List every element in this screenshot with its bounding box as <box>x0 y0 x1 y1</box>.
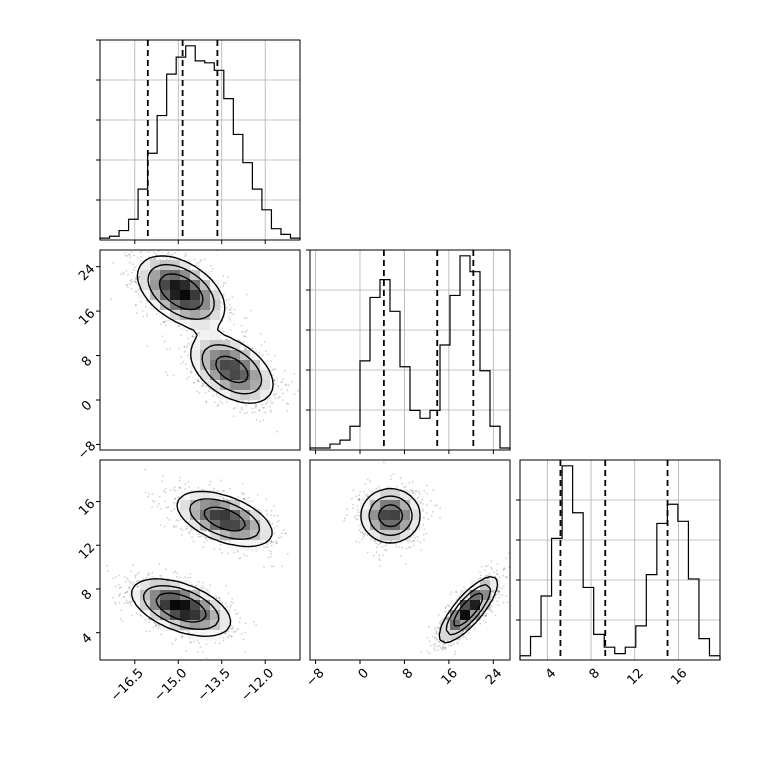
hist-panel-1 <box>306 249 511 454</box>
joint-panel-2 <box>309 459 511 664</box>
contour-level-2 <box>155 506 247 623</box>
joint-panel-1 <box>96 459 301 664</box>
joint-axes-frame <box>99 459 301 661</box>
x-tick-label: 12 <box>624 666 646 688</box>
y-tick-label: 0 <box>79 398 95 414</box>
x-tick-label: 16 <box>668 666 690 688</box>
hist-axes-frame <box>309 249 511 451</box>
x-tick-label: −13.5 <box>195 666 234 705</box>
joint-plot-area <box>110 250 299 433</box>
contour-level-1 <box>147 263 263 395</box>
hist-axes-frame <box>519 459 721 661</box>
joint-panel-0 <box>96 249 301 451</box>
density-shading <box>360 490 501 641</box>
y-tick-label: 8 <box>79 354 95 370</box>
tick-labels: −16.5 −15.0 −13.5 −12.0 −8 0 8 16 24 4 8 12 16 −8 0 8 16… <box>75 262 690 705</box>
x-tick-label: −15.0 <box>152 666 191 705</box>
density-shading <box>130 490 271 641</box>
contour-level-0 <box>130 490 273 637</box>
y-tick-label: 8 <box>79 587 95 603</box>
joint-axes-frame <box>309 459 511 661</box>
density-contours <box>130 490 273 637</box>
x-tick-label: −8 <box>303 666 327 690</box>
contour-level-1 <box>368 495 492 636</box>
contour-level-2 <box>158 273 249 384</box>
joint-axes-frame <box>99 249 301 451</box>
joint-plot-area <box>106 468 289 659</box>
x-tick-label: −16.5 <box>108 666 147 705</box>
scatter-points <box>343 461 510 660</box>
x-tick-label: 4 <box>543 666 559 682</box>
y-tick-label: 16 <box>76 306 98 328</box>
joint-plot-area <box>343 461 510 660</box>
contour-level-0 <box>360 487 499 644</box>
density-contours <box>136 255 274 404</box>
x-tick-label: 8 <box>400 666 416 682</box>
contour-level-1 <box>142 498 261 630</box>
y-tick-label: 4 <box>79 631 95 647</box>
hist-axes-frame <box>99 39 301 241</box>
histogram-line <box>309 255 511 450</box>
contour-level-2 <box>377 504 483 627</box>
density-contours <box>360 487 499 644</box>
y-tick-label: −8 <box>75 439 99 463</box>
x-tick-label: 16 <box>439 666 461 688</box>
y-tick-label: 24 <box>76 262 98 284</box>
contour-level-0 <box>136 255 274 404</box>
hist-panel-0 <box>96 39 301 244</box>
x-tick-label: 8 <box>587 666 603 682</box>
x-tick-label: 24 <box>483 666 505 688</box>
hist-panel-2 <box>516 459 721 661</box>
histogram-line <box>99 45 301 240</box>
y-tick-label: 12 <box>76 540 98 562</box>
x-tick-label: 0 <box>356 666 372 682</box>
histogram-line <box>519 465 721 660</box>
density-shading <box>140 260 271 401</box>
x-tick-label: −12.0 <box>238 666 277 705</box>
y-tick-label: 16 <box>76 497 98 519</box>
